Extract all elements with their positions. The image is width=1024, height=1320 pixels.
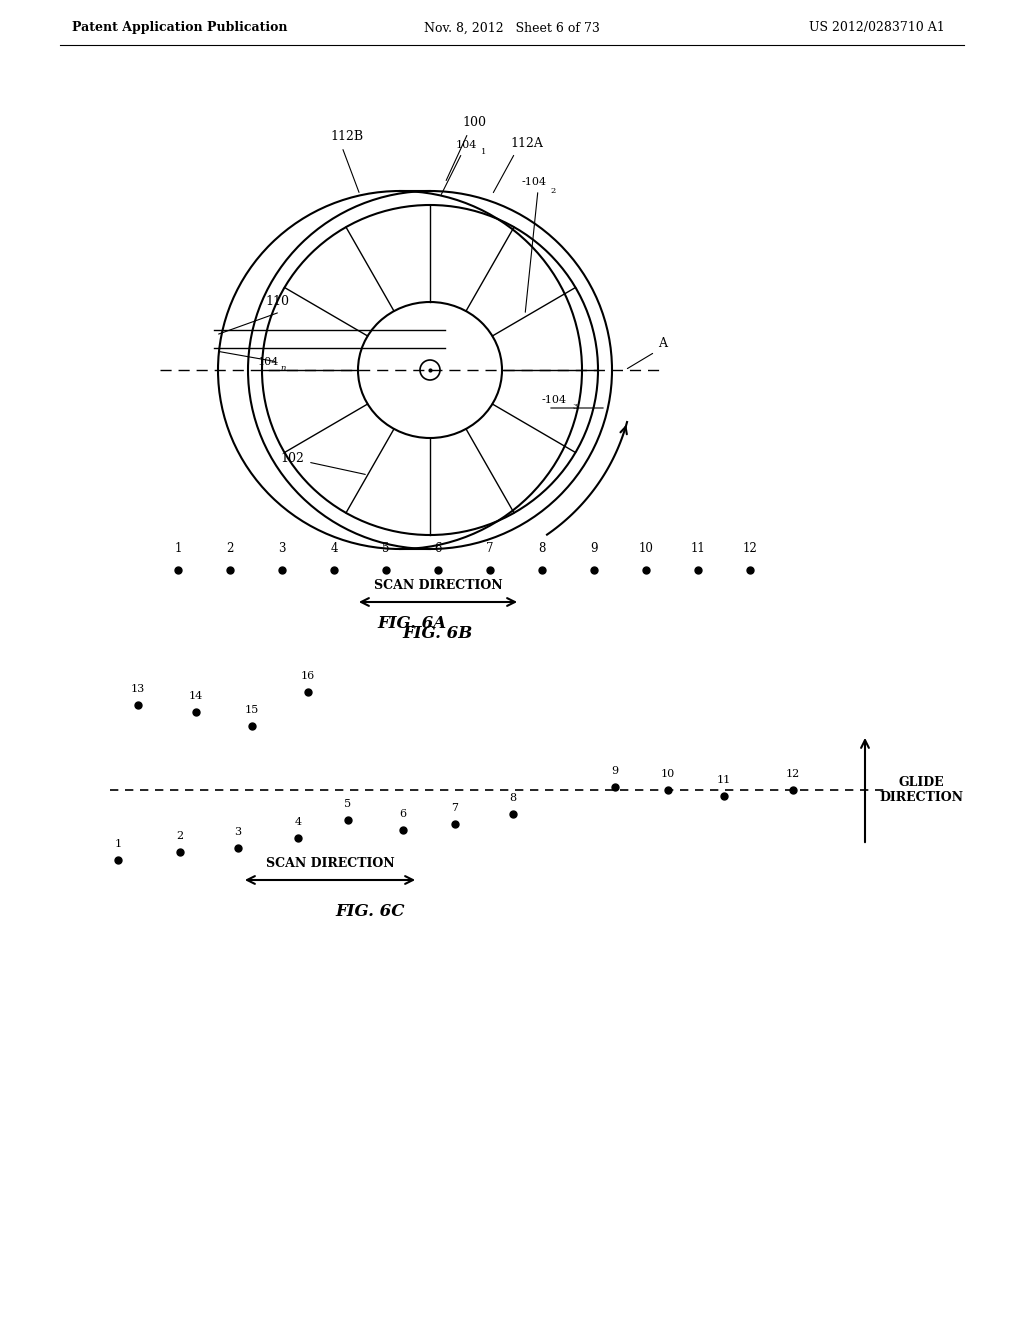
Text: 3: 3 <box>572 403 578 411</box>
Text: 2: 2 <box>550 187 555 195</box>
Text: -104: -104 <box>522 177 547 187</box>
Text: FIG. 6C: FIG. 6C <box>335 903 404 920</box>
Text: 5: 5 <box>344 799 351 809</box>
Text: 11: 11 <box>717 775 731 785</box>
Text: 2: 2 <box>226 543 233 554</box>
Text: 13: 13 <box>131 684 145 694</box>
Text: 1: 1 <box>481 148 486 156</box>
Text: 3: 3 <box>234 828 242 837</box>
Text: FIG. 6B: FIG. 6B <box>402 626 473 643</box>
Text: 10: 10 <box>639 543 653 554</box>
Text: 12: 12 <box>785 770 800 779</box>
Text: GLIDE
DIRECTION: GLIDE DIRECTION <box>879 776 963 804</box>
Text: 10: 10 <box>660 770 675 779</box>
Text: -104: -104 <box>542 395 567 405</box>
Text: 2: 2 <box>176 832 183 841</box>
Text: 110: 110 <box>265 294 289 308</box>
Text: 3: 3 <box>279 543 286 554</box>
Text: Patent Application Publication: Patent Application Publication <box>72 21 288 34</box>
Text: 5: 5 <box>382 543 390 554</box>
Text: 4: 4 <box>295 817 301 828</box>
Text: 104: 104 <box>258 356 280 367</box>
Text: 4: 4 <box>331 543 338 554</box>
Text: 112B: 112B <box>330 129 364 143</box>
Text: 15: 15 <box>245 705 259 715</box>
Text: 112A: 112A <box>510 137 543 150</box>
Text: SCAN DIRECTION: SCAN DIRECTION <box>374 579 503 591</box>
Text: 6: 6 <box>399 809 407 818</box>
Text: 7: 7 <box>452 803 459 813</box>
Text: 1: 1 <box>174 543 181 554</box>
Text: 102: 102 <box>280 451 304 465</box>
Text: 12: 12 <box>742 543 758 554</box>
Text: 104: 104 <box>456 140 477 150</box>
Text: 9: 9 <box>611 766 618 776</box>
Text: n: n <box>280 364 286 372</box>
Text: Nov. 8, 2012   Sheet 6 of 73: Nov. 8, 2012 Sheet 6 of 73 <box>424 21 600 34</box>
Text: 8: 8 <box>509 793 516 803</box>
Text: 100: 100 <box>462 116 486 129</box>
Text: 7: 7 <box>486 543 494 554</box>
Text: A: A <box>658 337 667 350</box>
Text: 11: 11 <box>690 543 706 554</box>
Text: 6: 6 <box>434 543 441 554</box>
Text: 1: 1 <box>115 840 122 849</box>
Text: SCAN DIRECTION: SCAN DIRECTION <box>265 857 394 870</box>
Text: FIG. 6A: FIG. 6A <box>378 615 446 631</box>
Text: 8: 8 <box>539 543 546 554</box>
Text: US 2012/0283710 A1: US 2012/0283710 A1 <box>809 21 945 34</box>
Text: 9: 9 <box>590 543 598 554</box>
Text: 14: 14 <box>188 690 203 701</box>
Text: 16: 16 <box>301 671 315 681</box>
